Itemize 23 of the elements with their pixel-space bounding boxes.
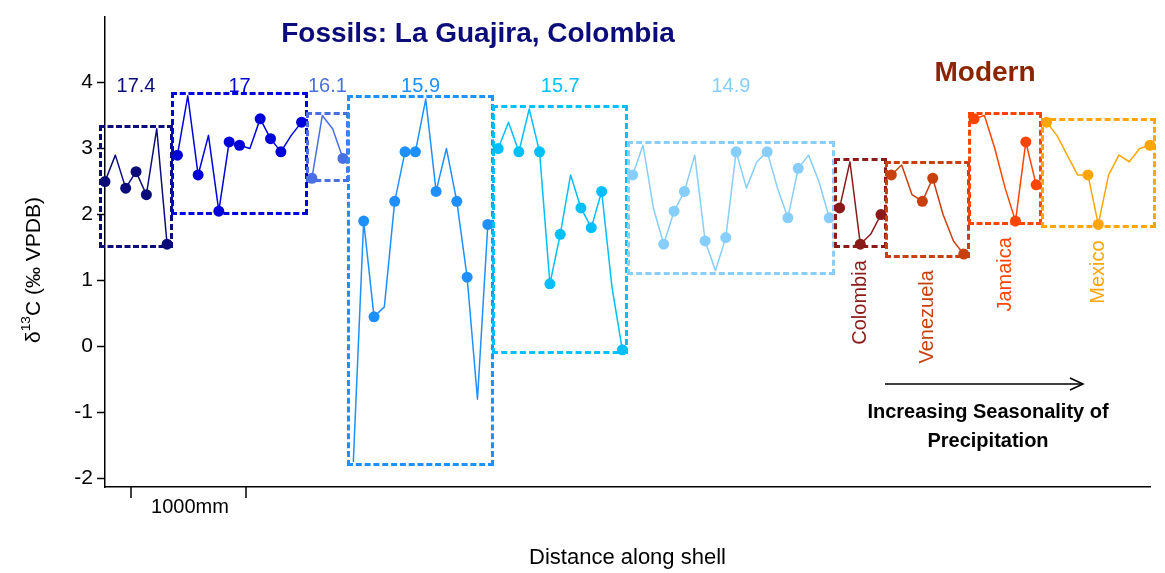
x-axis-title: Distance along shell [529,543,726,569]
annotation: Modern [934,55,1036,87]
y-tick-label: 4 [81,69,94,93]
text: Mexico [1085,240,1108,304]
text: Jamaica [992,236,1015,312]
series-label: 15.9 [401,74,441,97]
series-label: 15.7 [540,74,580,97]
annotation: Fossils: La Guajira, Colombia [281,16,676,48]
series-label: 17 [228,74,251,97]
text: Venezuela [915,269,938,364]
y-tick-label: -2 [74,465,93,489]
text: 14.9 [711,74,751,97]
series-label: 17.4 [116,74,156,97]
y-tick-label: 3 [81,135,93,159]
annotation: Increasing Seasonality of Precipitation [867,399,1109,451]
y-tick-label: 2 [81,201,93,225]
y-axis-title: δ13C (‰ VPDB) [18,197,44,343]
series-label: 16.1 [307,74,347,97]
y-tick-label: 1 [81,267,93,291]
text: 1000mm [151,494,229,517]
y-tick-label: -1 [74,399,93,423]
text: Colombia [847,259,870,345]
y-tick-label: 0 [81,333,93,357]
